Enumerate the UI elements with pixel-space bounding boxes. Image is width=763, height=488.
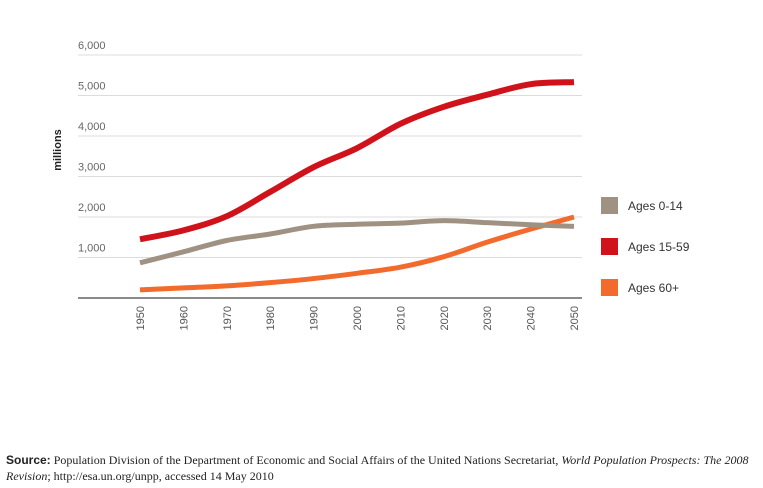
y-tick-label: 2,000 xyxy=(78,202,106,214)
legend-swatch-ages-60- xyxy=(601,279,618,296)
x-tick-label: 2020 xyxy=(439,306,451,330)
x-tick-label: 1980 xyxy=(265,306,277,330)
source-label: Source: xyxy=(6,453,51,467)
legend-label-ages-15-59: Ages 15-59 xyxy=(628,240,690,254)
y-tick-label: 1,000 xyxy=(78,243,106,255)
y-tick-label: 6,000 xyxy=(78,40,106,52)
y-axis-ticks: 1,000 2,000 3,000 4,000 5,000 6,000 xyxy=(78,40,106,255)
x-tick-label: 1960 xyxy=(178,306,190,330)
series-line-ages-15-59 xyxy=(139,79,575,243)
source-title: World Population Prospects: The 2008 Rev… xyxy=(6,453,749,483)
series-lines xyxy=(139,79,575,293)
series-line-ages-60- xyxy=(139,214,575,293)
x-tick-label: 1970 xyxy=(222,306,234,330)
series-line-ages-0-14 xyxy=(139,218,575,266)
x-tick-label: 1950 xyxy=(135,306,147,330)
y-axis-label: millions xyxy=(52,129,64,171)
legend-label-ages-60-: Ages 60+ xyxy=(628,281,679,295)
y-tick-label: 4,000 xyxy=(78,121,106,133)
source-note: Source: Population Division of the Depar… xyxy=(6,452,758,484)
legend-label-ages-0-14: Ages 0-14 xyxy=(628,199,683,213)
legend-swatch-ages-15-59 xyxy=(601,238,618,255)
x-tick-label: 1990 xyxy=(309,306,321,330)
source-text-1: Population Division of the Department of… xyxy=(50,453,562,467)
x-axis-ticks: 1950 1960 1970 1980 1990 2000 2010 2020 2030 2040… xyxy=(135,306,581,330)
x-tick-label: 2000 xyxy=(352,306,364,330)
x-tick-label: 2040 xyxy=(526,306,538,330)
legend: Ages 0-14 Ages 15-59 Ages 60+ xyxy=(601,197,690,296)
x-tick-label: 2030 xyxy=(482,306,494,330)
source-text-2: ; http://esa.un.org/unpp, accessed 14 Ma… xyxy=(47,469,274,483)
y-tick-label: 5,000 xyxy=(78,81,106,93)
legend-swatch-ages-0-14 xyxy=(601,197,618,214)
x-tick-label: 2010 xyxy=(395,306,407,330)
x-tick-label: 2050 xyxy=(569,306,581,330)
y-tick-label: 3,000 xyxy=(78,162,106,174)
